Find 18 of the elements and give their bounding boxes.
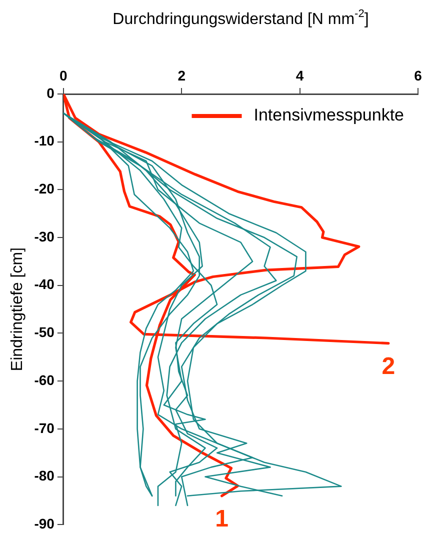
y-tick-label: -60 <box>34 372 55 388</box>
y-tick-label: -90 <box>34 515 55 532</box>
y-tick-label: -20 <box>34 180 55 197</box>
legend-label: Intensivmesspunkte <box>254 106 404 125</box>
y-tick-label: -70 <box>34 420 55 436</box>
annotation: 2 <box>382 352 396 380</box>
y-tick-label: -40 <box>34 276 55 292</box>
y-tick-label: -80 <box>34 468 55 484</box>
y-tick-label: 0 <box>46 84 55 101</box>
annotation: 1 <box>215 506 228 533</box>
x-tick-label: 0 <box>60 67 68 84</box>
x-tick-label: 2 <box>178 67 186 84</box>
y-tick-label: -50 <box>34 324 55 340</box>
x-tick-label: 6 <box>414 67 422 84</box>
x-tick-label: 4 <box>296 67 304 84</box>
y-axis-title: Eindringtiefe [cm] <box>9 247 26 372</box>
y-tick-label: -10 <box>34 132 55 149</box>
y-tick-label: -30 <box>34 228 55 244</box>
